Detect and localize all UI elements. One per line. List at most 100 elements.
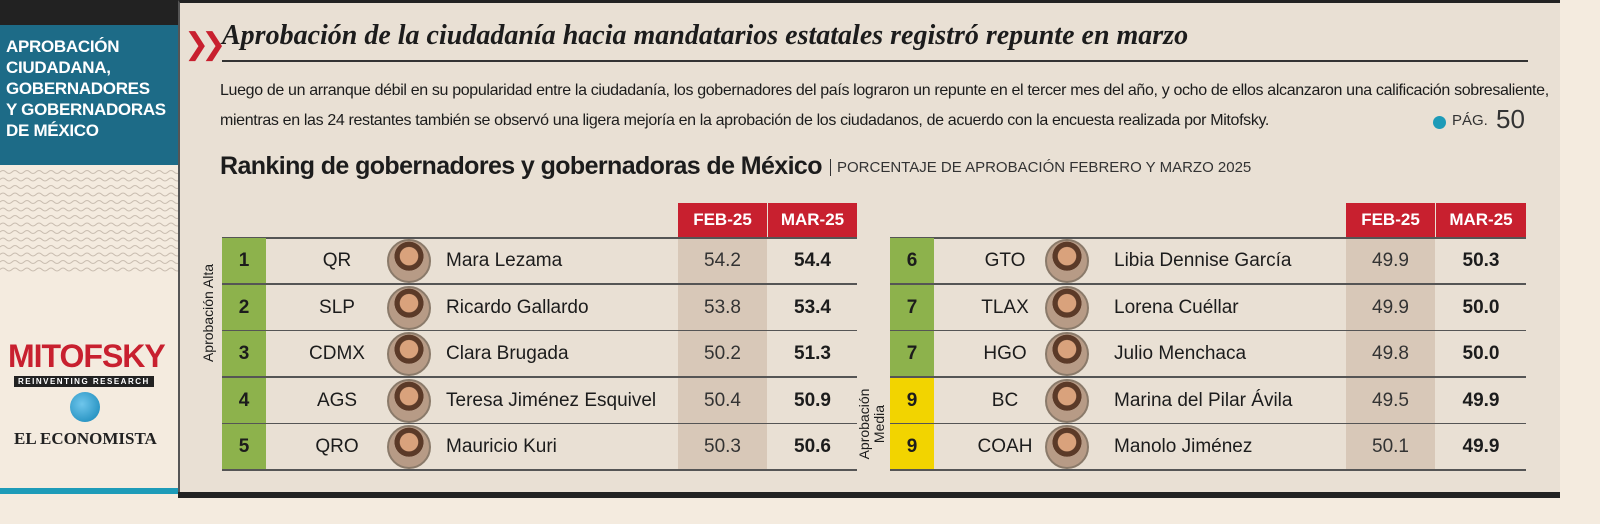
group-label: Aprobación Alta — [200, 263, 216, 362]
mar-value: 49.9 — [1462, 389, 1500, 411]
publisher: EL ECONOMISTA — [14, 429, 157, 448]
photo — [387, 332, 431, 376]
row-rule — [890, 329, 1526, 331]
state: BC — [991, 389, 1019, 411]
row-rule — [222, 469, 857, 471]
photo — [1045, 425, 1089, 469]
mar-value: 50.9 — [794, 389, 831, 411]
group-label-line: Media — [871, 404, 887, 443]
row-rule — [222, 329, 857, 331]
page-label: PÁG. — [1452, 112, 1488, 129]
feb-value: 53.8 — [704, 296, 741, 318]
top-bar — [0, 0, 178, 25]
photo — [1045, 285, 1089, 330]
state: COAH — [977, 436, 1033, 457]
wave — [0, 215, 178, 219]
mar-value: 54.4 — [794, 250, 831, 271]
mar-value: 51.3 — [794, 343, 831, 364]
rank-cell: 9 — [890, 424, 934, 470]
photo — [1045, 332, 1089, 376]
row-rule — [890, 376, 1526, 378]
mar-value: 53.4 — [794, 296, 831, 318]
photo — [387, 239, 431, 283]
name: Libia Dennise García — [1114, 250, 1292, 271]
feb-value: 50.1 — [1372, 436, 1409, 457]
name: Julio Menchaca — [1114, 343, 1247, 364]
feb-value: 50.2 — [704, 343, 741, 364]
name: Ricardo Gallardo — [446, 296, 589, 318]
header-rule — [222, 237, 857, 239]
wave — [0, 222, 178, 227]
name: Mara Lezama — [446, 250, 563, 271]
feb-value: 49.5 — [1372, 389, 1409, 411]
wave-pattern — [0, 170, 178, 272]
header-rule — [890, 237, 1526, 239]
photo — [387, 378, 431, 423]
brand: MITOFSKY — [8, 338, 166, 374]
wave — [0, 170, 178, 174]
wave — [0, 252, 178, 257]
name: Marina del Pilar Ávila — [1114, 389, 1293, 411]
bottom-rule — [178, 492, 1560, 498]
state: QRO — [315, 436, 359, 457]
row-rule — [890, 469, 1526, 471]
sidebar-box — [0, 25, 178, 165]
wave — [0, 267, 178, 272]
rank-cell: 9 — [890, 377, 934, 424]
name: Teresa Jiménez Esquivel — [446, 389, 657, 411]
wave — [0, 237, 178, 242]
photo — [387, 425, 431, 469]
sidebar-title-line: GOBERNADORES — [6, 79, 150, 98]
row-rule — [222, 283, 857, 285]
feb-value: 50.4 — [704, 389, 741, 411]
rank-cell: 7 — [890, 284, 934, 331]
column-header: FEB-25 — [678, 203, 767, 237]
row-rule — [222, 376, 857, 378]
name: Clara Brugada — [446, 343, 569, 364]
group-label: Aprobación Media — [856, 378, 887, 470]
mar-value: 50.0 — [1462, 296, 1500, 318]
wave — [0, 192, 178, 197]
column-header: MAR-25 — [768, 203, 857, 237]
sidebar-title-line: APROBACIÓN — [6, 37, 120, 56]
column-header: FEB-25 — [1346, 203, 1435, 237]
feb-value: 49.8 — [1372, 343, 1409, 364]
publisher-logo — [70, 392, 100, 422]
rank-cell: 5 — [222, 424, 266, 470]
mar-value: 50.0 — [1462, 343, 1500, 364]
wave — [0, 185, 178, 189]
headline-rule — [222, 60, 1528, 62]
page-dot — [1433, 116, 1446, 129]
rank-cell: 1 — [222, 238, 266, 284]
table-subtitle: PORCENTAJE DE APROBACIÓN FEBRERO Y MARZO… — [830, 159, 1251, 176]
feb-column-bg — [1346, 237, 1435, 470]
photo — [387, 285, 431, 330]
mar-value: 49.9 — [1462, 436, 1500, 457]
state: GTO — [984, 250, 1026, 271]
wave — [0, 200, 178, 204]
row-rule — [890, 283, 1526, 285]
rank-cell: 2 — [222, 284, 266, 331]
wave — [0, 230, 178, 234]
sidebar-rule — [0, 488, 178, 494]
state: TLAX — [981, 296, 1029, 318]
feb-value: 49.9 — [1372, 250, 1409, 271]
state: CDMX — [309, 343, 365, 364]
feb-value: 49.9 — [1372, 296, 1409, 318]
photo — [1045, 378, 1089, 423]
headline: Aprobación de la ciudadanía hacia mandat… — [222, 20, 1189, 51]
feb-value: 54.2 — [704, 250, 741, 271]
sidebar-title-line: Y GOBERNADORAS — [6, 100, 166, 119]
state: AGS — [316, 389, 358, 411]
column-header: MAR-25 — [1436, 203, 1526, 237]
wave — [0, 260, 178, 264]
sidebar-title: APROBACIÓN CIUDADANA, GOBERNADORES Y GOBERN… — [6, 36, 166, 141]
mar-value: 50.3 — [1462, 250, 1500, 271]
rank-cell: 7 — [890, 331, 934, 377]
feb-column-bg — [678, 237, 767, 470]
body-text: Luego de un arranque débil en su popular… — [220, 82, 1549, 99]
rank-cell: 4 — [222, 377, 266, 424]
wave — [0, 177, 178, 182]
wave — [0, 245, 178, 249]
